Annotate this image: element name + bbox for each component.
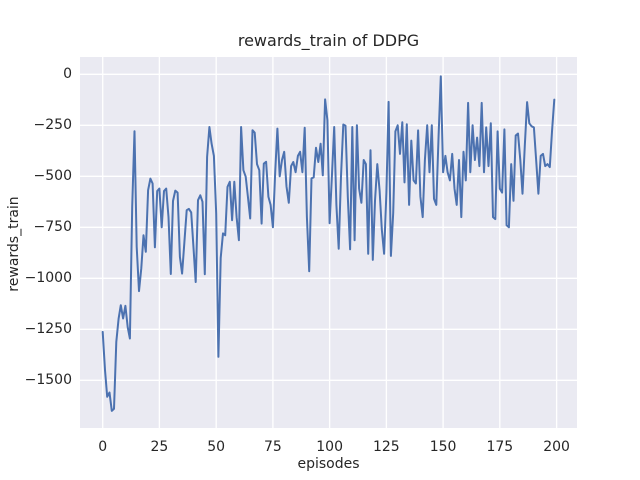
y-tick-label: −1000 — [24, 270, 72, 287]
y-tick-label: −500 — [33, 168, 72, 185]
y-axis-label: rewards_train — [6, 196, 22, 292]
x-tick-label: 50 — [207, 439, 226, 455]
x-tick-label: 175 — [486, 439, 514, 455]
y-tick-label: 0 — [63, 66, 72, 83]
x-tick-label: 75 — [263, 439, 282, 455]
x-tick-label: 25 — [150, 439, 169, 455]
x-axis-label: episodes — [297, 456, 360, 472]
rewards-train-line — [101, 75, 556, 412]
line-chart-svg — [80, 57, 577, 428]
y-tick-label: −1250 — [24, 321, 72, 338]
x-tick-label: 200 — [543, 439, 570, 455]
plot-area — [80, 57, 577, 428]
y-tick-label: −750 — [33, 219, 72, 236]
x-tick-label: 125 — [372, 439, 400, 455]
chart-title: rewards_train of DDPG — [237, 31, 420, 50]
x-tick-label: 0 — [98, 439, 108, 455]
x-tick-label: 150 — [429, 439, 457, 455]
x-tick-label: 100 — [316, 439, 343, 455]
y-tick-label: −250 — [33, 117, 72, 134]
y-tick-label: −1500 — [24, 372, 72, 389]
